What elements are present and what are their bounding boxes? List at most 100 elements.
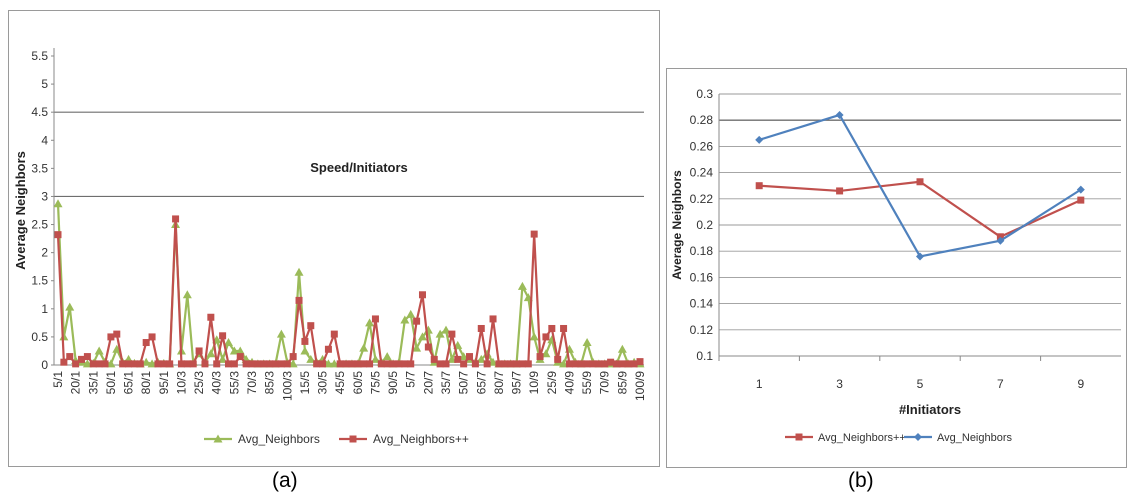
x-tick-label-a: 80/7 bbox=[492, 371, 506, 395]
data-point-a-1 bbox=[301, 337, 309, 345]
data-point-a-1 bbox=[495, 360, 503, 368]
data-point-a-1 bbox=[130, 360, 138, 368]
data-point-a-1 bbox=[83, 353, 91, 361]
x-tick-label-a: 95/1 bbox=[157, 371, 171, 395]
y-tick-label-a: 5 bbox=[41, 77, 48, 91]
x-tick-label-b: 5 bbox=[917, 377, 924, 391]
x-axis-label-a: Speed/Initiators bbox=[310, 160, 408, 175]
data-point-a-1 bbox=[260, 360, 268, 368]
y-tick-label-b: 0.28 bbox=[690, 113, 714, 127]
series-b-1 bbox=[755, 110, 1085, 261]
data-point-a-1 bbox=[401, 360, 409, 368]
data-point-a-1 bbox=[183, 360, 191, 368]
x-tick-label-a: 100/9 bbox=[633, 371, 647, 401]
data-point-a-1 bbox=[565, 360, 573, 368]
data-point-a-0 bbox=[541, 349, 551, 358]
data-point-a-0 bbox=[447, 354, 457, 363]
data-point-a-0 bbox=[559, 359, 569, 368]
y-tick-label-a: 4.5 bbox=[31, 105, 48, 119]
data-point-a-0 bbox=[182, 290, 192, 299]
y-axis-label-a: Average Neighbors bbox=[13, 151, 28, 270]
data-point-a-0 bbox=[417, 332, 427, 341]
data-point-a-1 bbox=[154, 360, 162, 368]
data-point-a-0 bbox=[435, 329, 445, 338]
data-point-a-1 bbox=[454, 355, 462, 363]
data-point-a-1 bbox=[442, 360, 450, 368]
x-tick-label-a: 70/3 bbox=[245, 371, 259, 395]
data-point-a-1 bbox=[295, 296, 303, 304]
y-axis-label-b: Average Neighbors bbox=[670, 170, 684, 280]
data-point-a-1 bbox=[236, 353, 244, 361]
data-point-a-1 bbox=[283, 360, 291, 368]
data-point-a-1 bbox=[377, 360, 385, 368]
data-point-a-1 bbox=[342, 360, 350, 368]
data-point-a-0 bbox=[206, 349, 216, 358]
data-point-a-0 bbox=[529, 332, 539, 341]
x-tick-label-a: 40/3 bbox=[210, 371, 224, 395]
data-point-a-1 bbox=[207, 313, 215, 321]
data-point-a-0 bbox=[65, 302, 75, 311]
data-point-a-1 bbox=[395, 360, 403, 368]
data-point-a-1 bbox=[224, 360, 232, 368]
data-point-a-1 bbox=[277, 360, 285, 368]
x-tick-label-a: 60/5 bbox=[351, 371, 365, 395]
x-tick-label-a: 65/1 bbox=[122, 371, 136, 395]
data-point-a-1 bbox=[407, 360, 415, 368]
data-point-a-0 bbox=[300, 346, 310, 355]
data-point-a-1 bbox=[389, 360, 397, 368]
data-point-a-0 bbox=[235, 346, 245, 355]
data-point-a-0 bbox=[276, 329, 286, 338]
x-tick-label-a: 55/3 bbox=[227, 371, 241, 395]
data-point-a-1 bbox=[571, 360, 579, 368]
data-point-b-1 bbox=[916, 252, 924, 261]
y-tick-label-a: 4 bbox=[41, 133, 48, 147]
data-point-a-1 bbox=[518, 360, 526, 368]
data-point-a-1 bbox=[583, 360, 591, 368]
y-tick-label-a: 0.5 bbox=[31, 330, 48, 344]
y-tick-label-b: 0.16 bbox=[690, 270, 714, 284]
data-point-a-1 bbox=[501, 360, 509, 368]
data-point-a-1 bbox=[607, 358, 615, 366]
data-point-a-1 bbox=[54, 231, 62, 239]
data-point-a-1 bbox=[383, 360, 391, 368]
series-a-1 bbox=[54, 215, 644, 368]
legend-label-b-0: Avg_Neighbors++ bbox=[818, 432, 906, 444]
data-point-a-1 bbox=[89, 360, 97, 368]
data-point-a-1 bbox=[413, 317, 421, 325]
data-point-a-1 bbox=[242, 360, 250, 368]
data-point-a-0 bbox=[223, 338, 233, 347]
data-point-a-1 bbox=[507, 360, 515, 368]
data-point-a-1 bbox=[113, 330, 121, 338]
data-point-a-1 bbox=[148, 333, 156, 341]
x-tick-label-b: 1 bbox=[756, 377, 763, 391]
x-tick-label-a: 20/1 bbox=[69, 371, 83, 395]
y-tick-label-b: 0.18 bbox=[690, 244, 714, 258]
data-point-a-1 bbox=[254, 360, 262, 368]
data-point-b-0 bbox=[1077, 196, 1085, 204]
data-point-a-0 bbox=[441, 325, 451, 334]
x-tick-label-a: 40/9 bbox=[562, 371, 576, 395]
x-tick-label-a: 55/9 bbox=[580, 371, 594, 395]
data-point-a-1 bbox=[624, 360, 632, 368]
data-point-a-1 bbox=[319, 360, 327, 368]
data-point-a-0 bbox=[94, 346, 104, 355]
chart-b-panel: 0.1 0.12 0.14 0.16 0.18 0.2 0.22 0.24 0.26 0.28 0.… bbox=[666, 68, 1127, 468]
data-point-a-1 bbox=[230, 360, 238, 368]
x-tick-label-a: 70/9 bbox=[598, 371, 612, 395]
data-point-a-1 bbox=[142, 339, 150, 347]
data-point-a-1 bbox=[60, 358, 68, 366]
data-point-a-1 bbox=[460, 360, 468, 368]
x-tick-label-a: 25/3 bbox=[192, 371, 206, 395]
legend-b: Avg_Neighbors++ Avg_Neighbors bbox=[785, 432, 1013, 444]
caption-a: (a) bbox=[272, 469, 298, 492]
data-point-a-1 bbox=[72, 360, 80, 368]
data-point-a-1 bbox=[324, 345, 332, 353]
data-point-a-1 bbox=[542, 333, 550, 341]
x-tick-label-a: 100/3 bbox=[280, 371, 294, 401]
data-point-a-1 bbox=[536, 353, 544, 361]
data-point-a-1 bbox=[95, 360, 103, 368]
x-tick-label-b: 7 bbox=[997, 377, 1004, 391]
data-point-b-0 bbox=[755, 182, 763, 190]
y-tick-label-a: 1 bbox=[41, 302, 48, 316]
data-point-b-1 bbox=[1076, 185, 1085, 194]
